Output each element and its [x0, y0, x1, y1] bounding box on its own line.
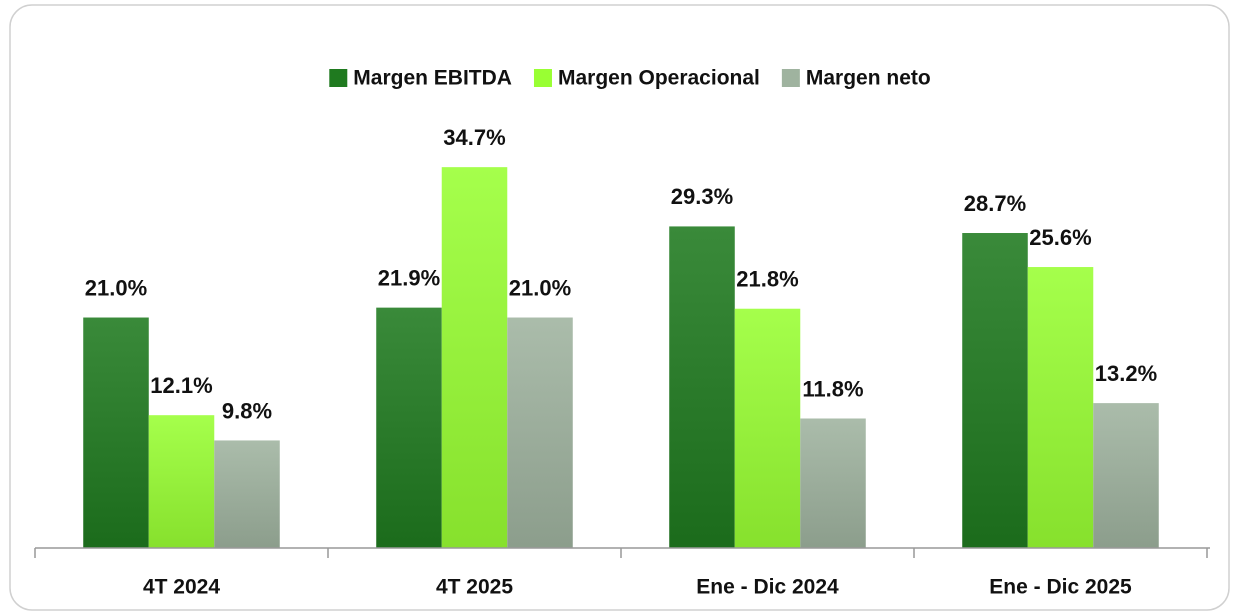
bar-shade	[962, 233, 1028, 548]
legend-swatch	[533, 69, 552, 87]
value-label: 29.3%	[671, 184, 733, 209]
value-label: 21.8%	[736, 267, 798, 292]
value-label: 34.7%	[443, 125, 505, 150]
bar-shade	[83, 317, 149, 548]
legend-swatch	[329, 69, 348, 87]
value-label: 11.8%	[802, 376, 863, 401]
bar-shade	[376, 307, 442, 548]
legend-label: Margen neto	[806, 67, 931, 90]
bar-shade	[669, 226, 735, 548]
x-tick-label: 4T 2025	[436, 576, 513, 599]
bar-shade	[148, 415, 215, 548]
bar-shade	[1093, 403, 1159, 548]
legend-label: Margen Operacional	[558, 67, 760, 90]
value-label: 25.6%	[1029, 225, 1091, 250]
card	[9, 4, 1230, 611]
value-label: 12.1%	[150, 373, 212, 398]
value-label: 21.9%	[378, 265, 440, 290]
value-label: 28.7%	[964, 191, 1026, 216]
bar-shade	[507, 317, 573, 548]
value-label: 9.8%	[222, 398, 272, 423]
x-tick-label: Ene - Dic 2025	[989, 576, 1132, 599]
value-label: 13.2%	[1095, 361, 1157, 386]
value-label: 21.0%	[509, 275, 571, 300]
bar-shade	[214, 440, 280, 548]
bar-shade	[800, 418, 866, 548]
bar-shade	[441, 167, 508, 549]
value-label: 21.0%	[85, 275, 147, 300]
x-tick-label: Ene - Dic 2024	[696, 576, 839, 599]
x-tick-label: 4T 2024	[143, 576, 220, 599]
legend-swatch	[781, 69, 800, 87]
bar-shade	[734, 308, 801, 548]
legend-label: Margen EBITDA	[353, 67, 512, 90]
bar-shade	[1027, 267, 1094, 548]
